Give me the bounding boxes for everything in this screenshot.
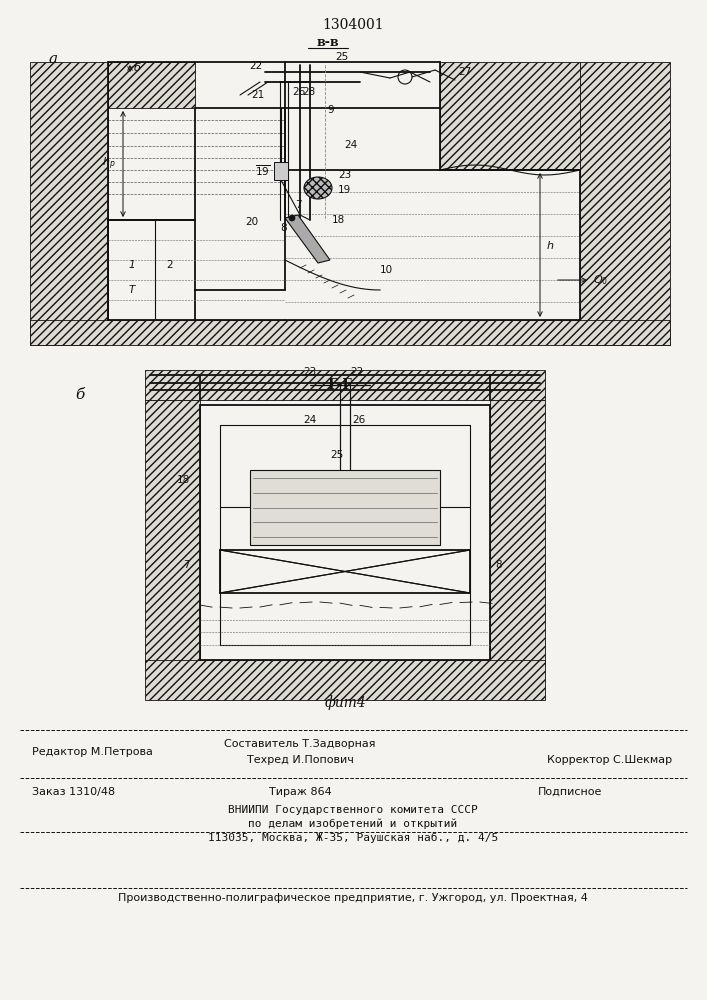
Polygon shape (490, 400, 545, 665)
Text: Техред И.Попович: Техред И.Попович (247, 755, 354, 765)
Text: 22: 22 (250, 61, 263, 71)
Text: 7: 7 (183, 560, 190, 570)
Text: 20: 20 (245, 217, 258, 227)
Text: Производственно-полиграфическое предприятие, г. Ужгород, ул. Проектная, 4: Производственно-полиграфическое предприя… (118, 893, 588, 903)
Text: a: a (48, 52, 57, 66)
Text: 1304001: 1304001 (322, 18, 384, 32)
Text: 8: 8 (280, 223, 286, 233)
Polygon shape (30, 62, 108, 345)
Text: б: б (134, 63, 141, 73)
Text: фит4: фит4 (324, 695, 366, 710)
Text: 2: 2 (167, 260, 173, 270)
Text: Редактор М.Петрова: Редактор М.Петрова (32, 747, 153, 757)
Text: 25: 25 (335, 52, 349, 62)
Text: $Q_0$: $Q_0$ (593, 273, 608, 287)
Text: 8: 8 (495, 560, 502, 570)
Text: 1: 1 (129, 260, 135, 270)
Text: Заказ 1310/48: Заказ 1310/48 (32, 787, 115, 797)
Text: 21: 21 (252, 90, 265, 100)
Text: 26: 26 (292, 87, 305, 97)
Polygon shape (30, 320, 670, 345)
Polygon shape (285, 215, 330, 263)
Text: 18: 18 (332, 215, 345, 225)
Text: T: T (129, 285, 135, 295)
Text: б: б (75, 388, 84, 402)
Polygon shape (145, 660, 545, 700)
Text: Подписное: Подписное (538, 787, 602, 797)
Text: 24: 24 (344, 140, 357, 150)
Text: $\overline{19}$: $\overline{19}$ (255, 164, 270, 178)
Polygon shape (145, 400, 200, 665)
Text: 22: 22 (350, 367, 363, 377)
Text: Тираж 864: Тираж 864 (269, 787, 332, 797)
Bar (250, 470, 440, 545)
Circle shape (289, 215, 295, 221)
Polygon shape (440, 62, 580, 170)
Text: 7: 7 (296, 200, 302, 210)
Text: 23: 23 (303, 367, 316, 377)
Text: 26: 26 (352, 415, 366, 425)
Text: 18: 18 (177, 475, 190, 485)
Ellipse shape (304, 177, 332, 199)
Polygon shape (108, 62, 195, 108)
Text: в-в: в-в (317, 35, 339, 48)
Text: 24: 24 (304, 415, 317, 425)
Text: 25: 25 (330, 450, 344, 460)
Text: 10: 10 (380, 265, 393, 275)
Bar (274, 162, 288, 180)
Text: по делам изобретений и открытий: по делам изобретений и открытий (248, 819, 457, 829)
Text: $h$: $h$ (546, 239, 554, 251)
Text: ВНИИПИ Государственного комитета СССР: ВНИИПИ Государственного комитета СССР (228, 805, 478, 815)
Text: Составитель Т.Задворная: Составитель Т.Задворная (224, 739, 375, 749)
Text: 19: 19 (338, 185, 351, 195)
Text: 23: 23 (338, 170, 351, 180)
Text: 113035, Москва, Ж-35, Раушская наб., д. 4/5: 113035, Москва, Ж-35, Раушская наб., д. … (208, 833, 498, 843)
Text: $h_р$: $h_р$ (103, 156, 116, 172)
Polygon shape (580, 62, 670, 345)
Text: 9: 9 (327, 105, 334, 115)
Text: Корректор С.Шекмар: Корректор С.Шекмар (547, 755, 672, 765)
Text: 27: 27 (458, 67, 472, 77)
Text: Г-Г: Г-Г (327, 378, 352, 392)
Text: 28: 28 (302, 87, 315, 97)
Polygon shape (145, 370, 545, 400)
